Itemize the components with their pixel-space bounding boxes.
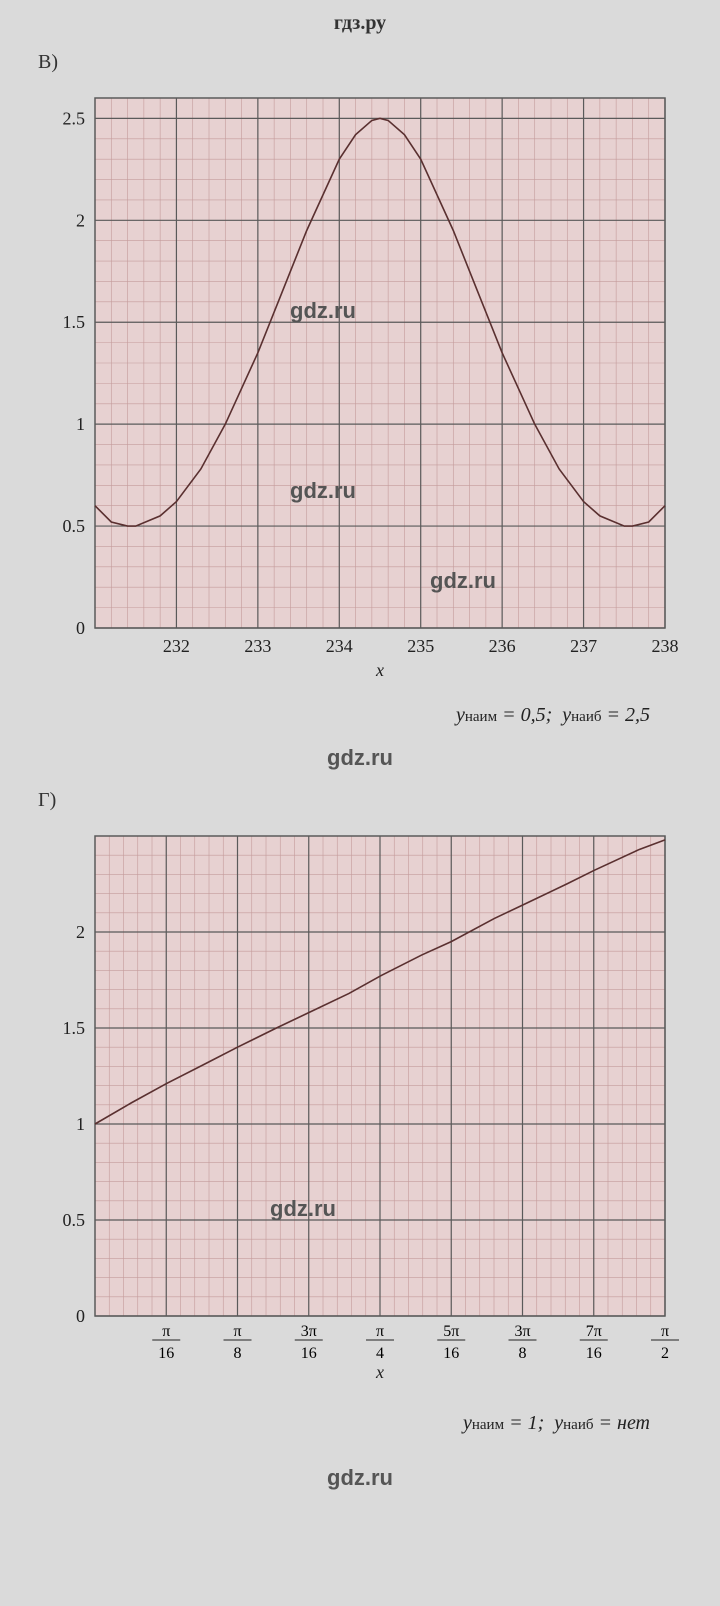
svg-text:233: 233 — [244, 636, 271, 656]
svg-text:0: 0 — [76, 1306, 85, 1326]
svg-text:238: 238 — [652, 636, 679, 656]
svg-text:0: 0 — [76, 618, 85, 638]
svg-text:234: 234 — [326, 636, 353, 656]
svg-text:16: 16 — [443, 1345, 459, 1362]
answer-g: yнаим = 1; yнаиб = нет — [30, 1406, 690, 1435]
svg-text:237: 237 — [570, 636, 597, 656]
svg-text:5π: 5π — [443, 1323, 459, 1340]
answer-v: yнаим = 0,5; yнаиб = 2,5 — [30, 698, 690, 727]
svg-text:π: π — [661, 1323, 669, 1340]
svg-text:1.5: 1.5 — [63, 1018, 86, 1038]
svg-text:16: 16 — [158, 1345, 174, 1362]
chart-v-wrap: 23223323423523623723800.511.522.5x gdz.r… — [40, 78, 680, 698]
answer-g-min-label: наим — [472, 1417, 504, 1433]
svg-text:2.5: 2.5 — [63, 108, 86, 128]
chart-g-wrap: π16π83π16π45π163π87π16π200.511.52x gdz.r… — [40, 816, 680, 1406]
footer-watermark: gdz.ru — [0, 1445, 720, 1511]
svg-text:2: 2 — [76, 922, 85, 942]
svg-text:4: 4 — [376, 1345, 384, 1362]
svg-text:3π: 3π — [514, 1323, 530, 1340]
svg-text:1.5: 1.5 — [63, 312, 86, 332]
svg-text:235: 235 — [407, 636, 434, 656]
section-v: В) 23223323423523623723800.511.522.5x gd… — [0, 41, 720, 737]
svg-text:2: 2 — [661, 1345, 669, 1362]
svg-text:16: 16 — [301, 1345, 317, 1362]
section-g: Г) π16π83π16π45π163π87π16π200.511.52x gd… — [0, 779, 720, 1445]
svg-text:16: 16 — [586, 1345, 602, 1362]
chart-g: π 16 π 8 3π 16 π 4 5π 16 3π 8 7π 16 π 2 0 0.5 1 1.5 2 x — [40, 816, 680, 1406]
section-v-label: В) — [38, 51, 690, 74]
answer-g-min-val: 1 — [528, 1412, 538, 1434]
answer-v-min-val: 0,5 — [521, 704, 546, 726]
mid-watermark: gdz.ru — [0, 745, 720, 771]
svg-text:0.5: 0.5 — [63, 516, 86, 536]
svg-text:7π: 7π — [586, 1323, 602, 1340]
svg-text:π: π — [376, 1323, 384, 1340]
svg-text:x: x — [375, 1362, 384, 1382]
svg-text:8: 8 — [518, 1345, 526, 1362]
svg-text:3π: 3π — [301, 1323, 317, 1340]
svg-text:232: 232 — [163, 636, 190, 656]
answer-v-max-val: 2,5 — [625, 704, 650, 726]
svg-text:π: π — [233, 1323, 241, 1340]
page-header: гдз.ру — [0, 0, 720, 41]
section-g-label: Г) — [38, 789, 690, 812]
answer-g-max-label: наиб — [563, 1417, 593, 1433]
svg-text:0.5: 0.5 — [63, 1210, 86, 1230]
answer-v-min-label: наим — [465, 709, 497, 725]
svg-text:1: 1 — [76, 1114, 85, 1134]
svg-text:236: 236 — [489, 636, 516, 656]
svg-text:8: 8 — [233, 1345, 241, 1362]
chart-v: 232 233 234 235 236 237 238 0 0.5 1 1.5 2 2.5 x — [40, 78, 680, 698]
answer-g-max-val: нет — [617, 1412, 650, 1434]
answer-v-max-label: наиб — [571, 709, 601, 725]
svg-text:π: π — [162, 1323, 170, 1340]
svg-text:x: x — [375, 660, 384, 680]
svg-text:1: 1 — [76, 414, 85, 434]
svg-text:2: 2 — [76, 210, 85, 230]
